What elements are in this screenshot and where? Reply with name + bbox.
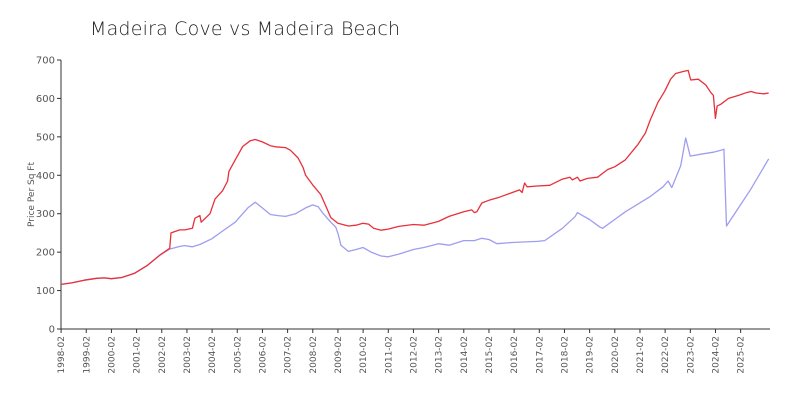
x-tick-label: 2009-02 xyxy=(334,336,344,374)
y-tick-label: 100 xyxy=(36,286,55,297)
y-tick-label: 500 xyxy=(36,132,55,143)
x-tick-label: 2007-02 xyxy=(284,336,294,374)
x-tick-label: 2008-02 xyxy=(309,336,319,374)
x-tick-label: 2021-02 xyxy=(636,336,646,374)
chart-title: Madeira Cove vs Madeira Beach xyxy=(90,18,401,40)
x-tick-label: 2005-02 xyxy=(233,336,243,374)
x-tick-label: 2000-02 xyxy=(107,336,117,374)
x-tick-label: 2018-02 xyxy=(560,336,570,374)
y-tick-label: 600 xyxy=(36,94,55,105)
series-line-1 xyxy=(60,69,769,286)
y-tick-label: 300 xyxy=(36,209,55,220)
x-tick-label: 2019-02 xyxy=(586,336,596,374)
x-tick-label: 2001-02 xyxy=(133,336,143,374)
x-tick-label: 2022-02 xyxy=(661,336,671,374)
y-tick-label: 700 xyxy=(36,56,55,67)
x-tick-label: 1998-02 xyxy=(57,336,67,374)
y-tick-label: 200 xyxy=(36,248,55,259)
x-tick-label: 2013-02 xyxy=(435,336,445,374)
axes: 0 100 200 300 400 500 600 700 Price Per Sq Ft 199… xyxy=(27,56,770,374)
x-tick-label: 2016-02 xyxy=(510,336,520,374)
x-tick-label: 2020-02 xyxy=(611,336,621,374)
x-tick-label: 2015-02 xyxy=(485,336,495,374)
x-tick-label: 2024-02 xyxy=(711,336,721,374)
series-line-2 xyxy=(60,137,770,286)
x-tick-label: 2011-02 xyxy=(384,336,394,374)
y-tick-label: 400 xyxy=(36,171,55,182)
x-tick-label: 2003-02 xyxy=(183,336,193,374)
x-tick-label: 1999-02 xyxy=(82,336,92,374)
series-layer xyxy=(60,69,770,286)
y-axis-label: Price Per Sq Ft xyxy=(27,162,37,227)
x-tick-label: 2010-02 xyxy=(359,336,369,374)
x-tick-label: 2006-02 xyxy=(258,336,268,374)
x-tick-label: 2023-02 xyxy=(686,336,696,374)
x-tick-label: 2025-02 xyxy=(737,336,747,374)
x-tick-label: 2002-02 xyxy=(158,336,168,374)
x-tick-label: 2012-02 xyxy=(409,336,419,374)
x-tick-label: 2004-02 xyxy=(208,336,218,374)
x-tick-label: 2017-02 xyxy=(535,336,545,374)
y-tick-label: 0 xyxy=(49,325,55,336)
x-tick-label: 2014-02 xyxy=(460,336,470,374)
